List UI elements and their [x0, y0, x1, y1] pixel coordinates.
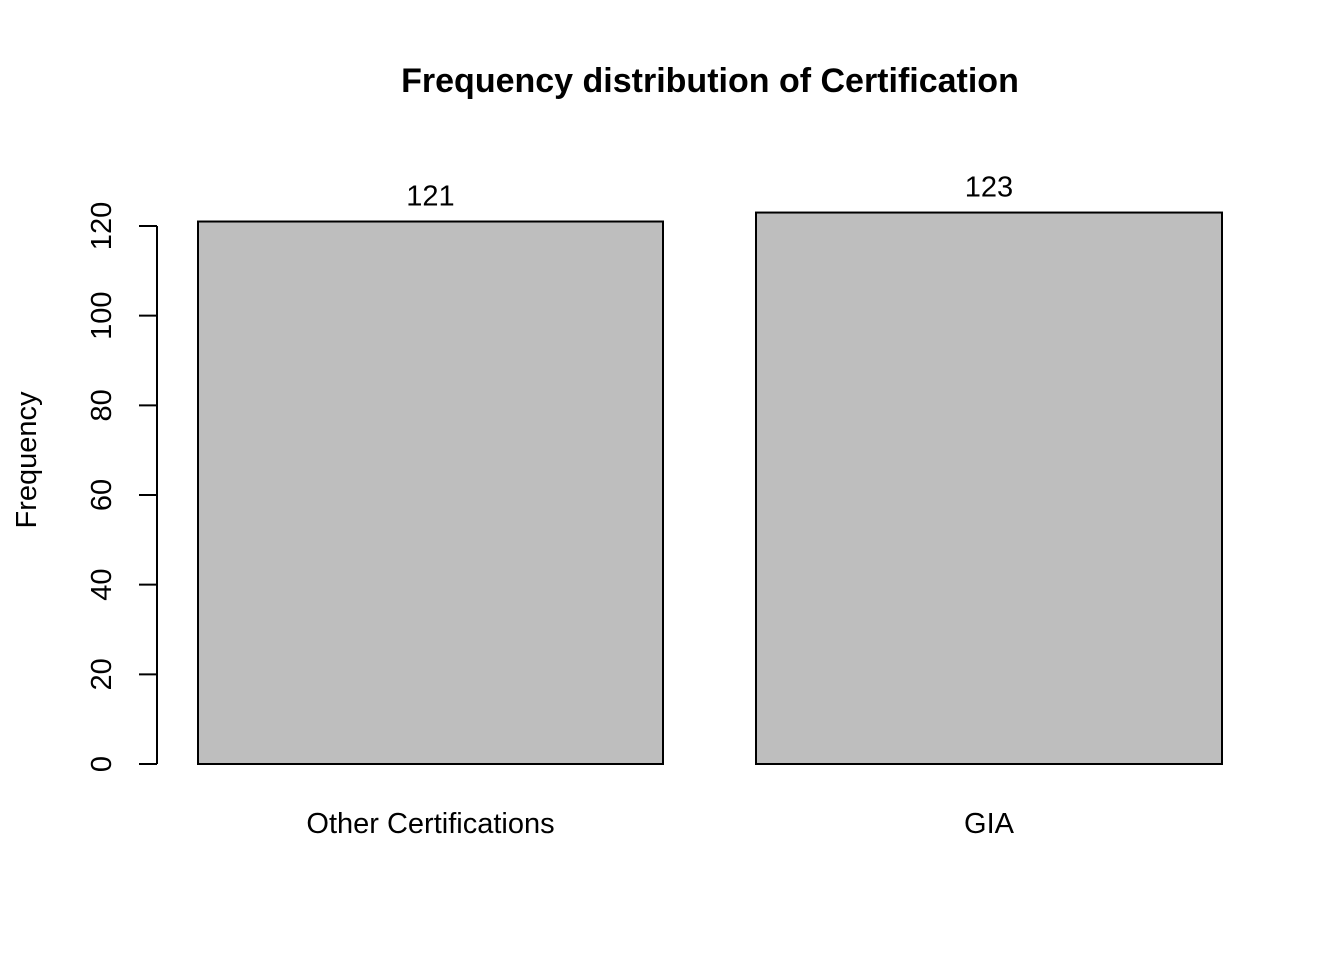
chart-title: Frequency distribution of Certification: [401, 62, 1019, 100]
bar: [755, 211, 1223, 766]
y-axis: 0 20 40 60 80 100 120: [86, 202, 158, 772]
y-tick-label: 40: [86, 569, 118, 601]
bar: [197, 220, 664, 765]
y-tick-label: 20: [86, 658, 118, 690]
data-labels-group: 121 123: [406, 172, 1013, 213]
y-tick-label: 0: [86, 756, 118, 772]
y-tick-label: 100: [86, 291, 118, 339]
x-tick-label: GIA: [964, 808, 1015, 840]
x-tick-labels-group: Other Certifications GIA: [306, 808, 1014, 840]
bars-group: [197, 211, 1223, 766]
y-tick-label: 120: [86, 202, 118, 250]
y-axis-label: Frequency: [11, 391, 43, 529]
y-tick-label: 60: [86, 479, 118, 511]
y-tick-label: 80: [86, 389, 118, 421]
data-label: 123: [965, 172, 1013, 204]
x-tick-label: Other Certifications: [306, 808, 554, 840]
data-label: 121: [406, 181, 454, 213]
